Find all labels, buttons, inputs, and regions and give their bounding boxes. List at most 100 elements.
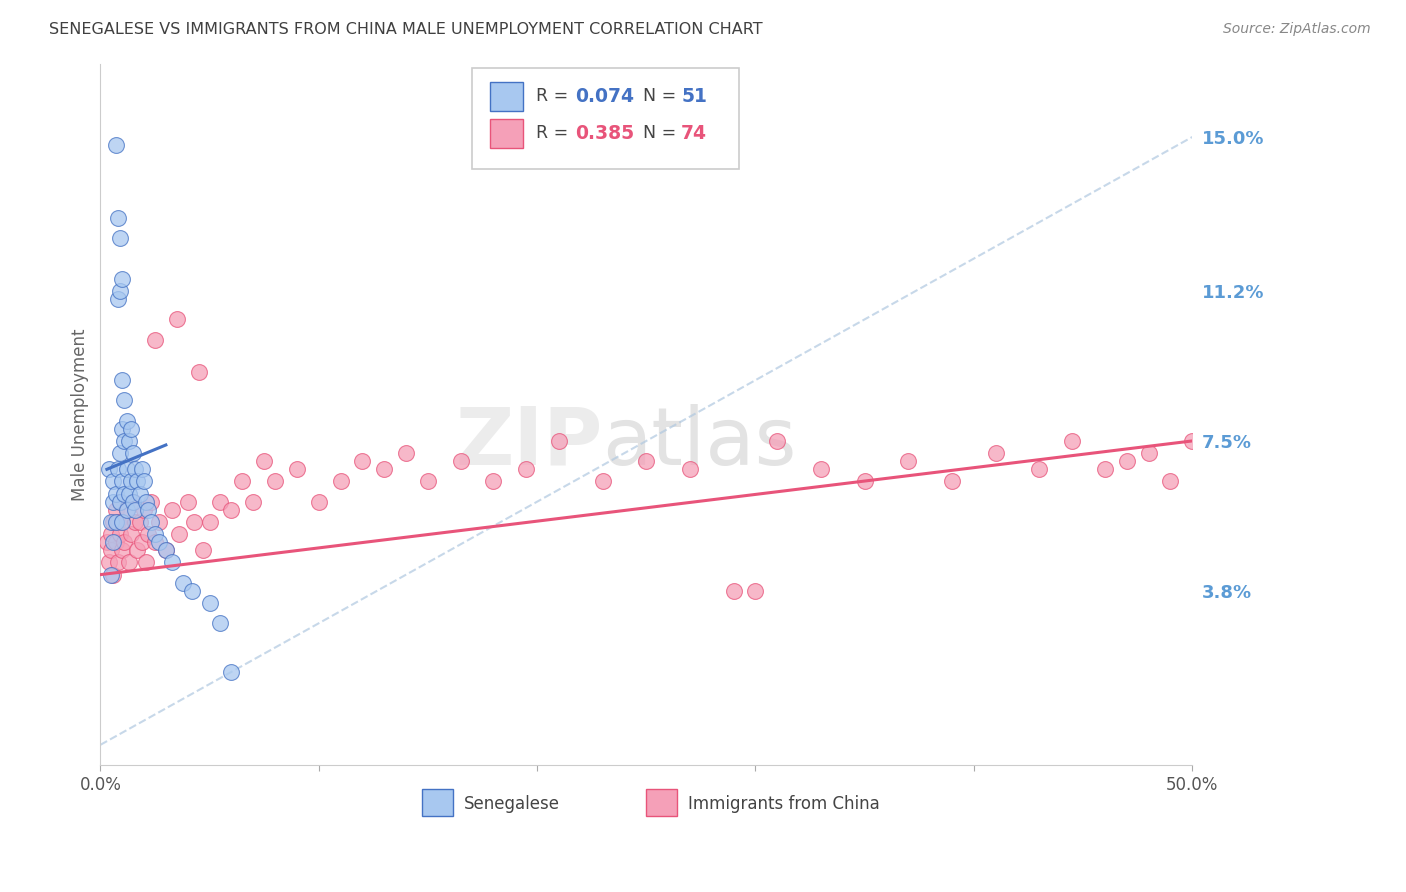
Point <box>231 475 253 489</box>
Point <box>853 475 876 489</box>
Point <box>118 486 141 500</box>
Point <box>1137 446 1160 460</box>
Point <box>242 494 264 508</box>
Point <box>120 422 142 436</box>
Point <box>118 556 141 570</box>
Point <box>167 527 190 541</box>
Point <box>115 462 138 476</box>
Point <box>112 535 135 549</box>
Point <box>131 462 153 476</box>
Text: 0.074: 0.074 <box>575 87 634 106</box>
Point <box>143 333 166 347</box>
Point <box>104 535 127 549</box>
Point <box>1094 462 1116 476</box>
Point <box>128 515 150 529</box>
Point <box>104 503 127 517</box>
Point <box>191 543 214 558</box>
Point <box>107 556 129 570</box>
Point <box>143 527 166 541</box>
Point <box>112 434 135 448</box>
Text: 51: 51 <box>682 87 707 106</box>
Point <box>96 535 118 549</box>
Point <box>111 272 134 286</box>
Text: SENEGALESE VS IMMIGRANTS FROM CHINA MALE UNEMPLOYMENT CORRELATION CHART: SENEGALESE VS IMMIGRANTS FROM CHINA MALE… <box>49 22 763 37</box>
Text: atlas: atlas <box>603 403 797 482</box>
Point <box>98 462 121 476</box>
Point <box>103 567 125 582</box>
Point <box>118 434 141 448</box>
FancyBboxPatch shape <box>422 789 453 815</box>
Point <box>329 475 352 489</box>
Point <box>122 494 145 508</box>
Point <box>1062 434 1084 448</box>
Text: 0.385: 0.385 <box>575 124 634 143</box>
Point <box>115 503 138 517</box>
Point <box>264 475 287 489</box>
Point <box>120 527 142 541</box>
Point <box>155 543 177 558</box>
Point <box>166 312 188 326</box>
Text: 74: 74 <box>682 124 707 143</box>
Point <box>122 494 145 508</box>
Point <box>111 515 134 529</box>
Point <box>138 527 160 541</box>
Text: N =: N = <box>643 87 682 105</box>
Point <box>416 475 439 489</box>
Point <box>108 446 131 460</box>
Point <box>172 575 194 590</box>
Point <box>198 515 221 529</box>
Point <box>139 515 162 529</box>
Point <box>132 503 155 517</box>
FancyBboxPatch shape <box>471 68 740 169</box>
FancyBboxPatch shape <box>491 81 523 111</box>
Point <box>111 515 134 529</box>
Point <box>98 556 121 570</box>
Point <box>395 446 418 460</box>
Point <box>131 535 153 549</box>
Point <box>111 543 134 558</box>
Text: Senegalese: Senegalese <box>464 795 560 813</box>
Point <box>104 486 127 500</box>
Point <box>111 422 134 436</box>
Point <box>127 475 149 489</box>
Point <box>112 393 135 408</box>
Text: Immigrants from China: Immigrants from China <box>688 795 880 813</box>
Point <box>636 454 658 468</box>
Point <box>482 475 505 489</box>
Point <box>148 535 170 549</box>
Point <box>124 515 146 529</box>
Point <box>352 454 374 468</box>
Point <box>108 527 131 541</box>
Point <box>253 454 276 468</box>
Point <box>124 462 146 476</box>
Point <box>941 475 963 489</box>
Point <box>112 486 135 500</box>
Point <box>177 494 200 508</box>
Point <box>766 434 789 448</box>
Point <box>108 494 131 508</box>
Point <box>148 515 170 529</box>
Point <box>723 583 745 598</box>
Point <box>209 494 232 508</box>
Point <box>103 535 125 549</box>
Point <box>450 454 472 468</box>
Point <box>308 494 330 508</box>
Point <box>103 475 125 489</box>
Point <box>515 462 537 476</box>
Point <box>548 434 571 448</box>
Point <box>115 503 138 517</box>
Point <box>100 567 122 582</box>
Point <box>124 503 146 517</box>
Point <box>139 494 162 508</box>
Point <box>744 583 766 598</box>
Y-axis label: Male Unemployment: Male Unemployment <box>72 328 89 500</box>
Point <box>111 373 134 387</box>
Point <box>143 535 166 549</box>
Point <box>108 231 131 245</box>
Point <box>1159 475 1181 489</box>
Point <box>183 515 205 529</box>
Point <box>128 486 150 500</box>
Point <box>100 543 122 558</box>
Text: Source: ZipAtlas.com: Source: ZipAtlas.com <box>1223 22 1371 37</box>
Text: ZIP: ZIP <box>456 403 603 482</box>
